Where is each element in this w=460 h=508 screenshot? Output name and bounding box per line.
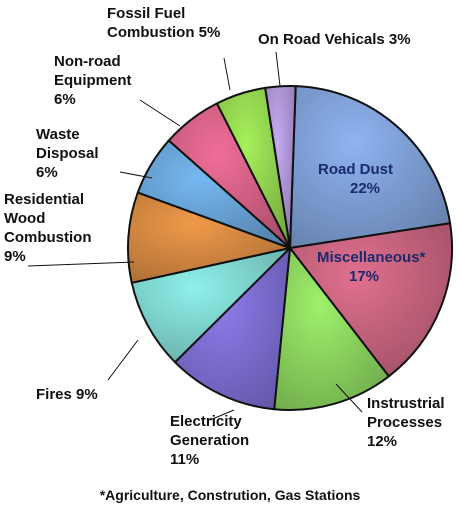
pie-slice-on-road-vehicals (264, 85, 297, 249)
leader-line-residential-wood-combustion (27, 261, 135, 267)
pie-slice-road-dust (289, 85, 452, 249)
leader-line-on-road-vehicals (275, 51, 281, 87)
slice-label-fires: Fires 9% (36, 386, 98, 403)
slice-label-instrustrial-processes: Instrustrial Processes 12% (367, 395, 445, 450)
chart-footnote: *Agriculture, Constrution, Gas Stations (99, 487, 361, 503)
pie-slice-electricity-generation (174, 247, 291, 411)
slice-labels: Road Dust 22% Miscellaneous* 17% Instrustria… (4, 5, 445, 468)
pie-slice-fires (130, 247, 291, 364)
pie-slice-instrustrial-processes (273, 247, 390, 411)
slice-label-on-road-vehicals: On Road Vehicals 3% (258, 31, 411, 48)
leader-line-instrustrial-processes (335, 383, 363, 413)
slice-label-electricity-generation: Electricity Generation 11% (170, 413, 249, 468)
leader-line-waste-disposal (119, 171, 153, 179)
slice-label-waste-disposal: Waste Disposal 6% (36, 126, 99, 181)
leader-line-fossil-fuel-combustion (223, 57, 231, 91)
slice-label-residential-wood-combustion: Residential Wood Combustion 9% (4, 191, 92, 265)
slice-label-fossil-fuel-combustion: Fossil Fuel Combustion 5% (107, 5, 220, 41)
slice-label-miscellaneous: Miscellaneous* 17% (317, 249, 426, 285)
leader-lines (27, 51, 363, 421)
leader-line-electricity-generation (209, 409, 235, 421)
pie-slice-residential-wood-combustion (127, 191, 291, 284)
leader-line-fires (107, 339, 139, 381)
pie-slice-miscellaneous (289, 222, 453, 378)
leader-line-non-road-equipment (139, 99, 181, 127)
slice-label-non-road-equipment: Non-road Equipment 6% (54, 53, 132, 108)
pie-slices (127, 85, 453, 411)
slice-label-road-dust: Road Dust 22% (318, 161, 393, 197)
